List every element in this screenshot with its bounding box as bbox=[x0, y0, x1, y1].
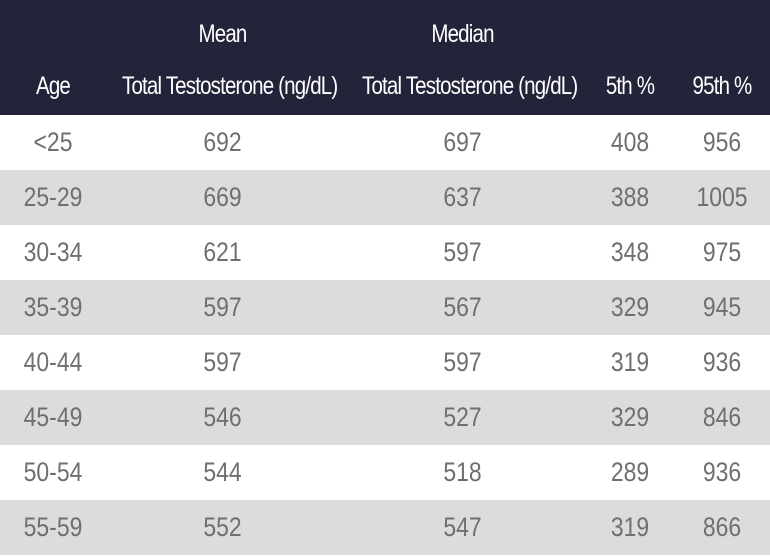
median-cell: 527 bbox=[443, 402, 482, 432]
p95-cell: 975 bbox=[702, 237, 742, 267]
header-95th-percentile: 95th % bbox=[692, 72, 753, 100]
age-cell: 25-29 bbox=[23, 182, 83, 212]
median-cell: 637 bbox=[443, 182, 482, 212]
median-cell: 518 bbox=[443, 457, 482, 487]
age-cell: 35-39 bbox=[23, 292, 83, 322]
p5-cell: 319 bbox=[610, 347, 650, 377]
p5-cell: 319 bbox=[610, 512, 650, 542]
mean-cell: 692 bbox=[203, 127, 242, 157]
header-5th-percentile: 5th % bbox=[605, 72, 655, 100]
table-row: <25 692 697 408 956 bbox=[0, 115, 770, 170]
header-age: Age bbox=[35, 72, 71, 100]
header-mean-top: Mean bbox=[198, 20, 247, 48]
table-header: Age Mean Total Testosterone (ng/dL) Medi… bbox=[0, 0, 770, 115]
p95-cell: 1005 bbox=[696, 182, 748, 212]
p95-cell: 936 bbox=[702, 347, 742, 377]
p5-cell: 289 bbox=[610, 457, 650, 487]
p5-cell: 388 bbox=[610, 182, 650, 212]
header-median-top: Median bbox=[431, 20, 494, 48]
median-cell: 597 bbox=[443, 347, 482, 377]
table-row: 25-29 669 637 388 1005 bbox=[0, 170, 770, 225]
table-row: 30-34 621 597 348 975 bbox=[0, 225, 770, 280]
table-row: 55-59 552 547 319 866 bbox=[0, 500, 770, 555]
age-cell: 45-49 bbox=[23, 402, 83, 432]
p5-cell: 329 bbox=[610, 402, 650, 432]
age-cell: 40-44 bbox=[23, 347, 83, 377]
p95-cell: 936 bbox=[702, 457, 742, 487]
p5-cell: 408 bbox=[610, 127, 650, 157]
p95-cell: 945 bbox=[702, 292, 742, 322]
table-row: 35-39 597 567 329 945 bbox=[0, 280, 770, 335]
header-mean-bottom: Total Testosterone (ng/dL) bbox=[122, 72, 338, 100]
mean-cell: 552 bbox=[203, 512, 242, 542]
mean-cell: 669 bbox=[203, 182, 242, 212]
age-cell: <25 bbox=[33, 127, 73, 157]
median-cell: 567 bbox=[443, 292, 482, 322]
table-row: 50-54 544 518 289 936 bbox=[0, 445, 770, 500]
table-row: 45-49 546 527 329 846 bbox=[0, 390, 770, 445]
p95-cell: 866 bbox=[702, 512, 742, 542]
mean-cell: 621 bbox=[203, 237, 242, 267]
p5-cell: 348 bbox=[610, 237, 650, 267]
mean-cell: 546 bbox=[203, 402, 242, 432]
table-row: 40-44 597 597 319 936 bbox=[0, 335, 770, 390]
mean-cell: 597 bbox=[203, 347, 242, 377]
age-cell: 55-59 bbox=[23, 512, 83, 542]
median-cell: 547 bbox=[443, 512, 482, 542]
median-cell: 697 bbox=[443, 127, 482, 157]
median-cell: 597 bbox=[443, 237, 482, 267]
age-cell: 50-54 bbox=[23, 457, 83, 487]
p95-cell: 846 bbox=[702, 402, 742, 432]
header-median-bottom: Total Testosterone (ng/dL) bbox=[362, 72, 578, 100]
p5-cell: 329 bbox=[610, 292, 650, 322]
age-cell: 30-34 bbox=[23, 237, 83, 267]
p95-cell: 956 bbox=[702, 127, 742, 157]
mean-cell: 597 bbox=[203, 292, 242, 322]
mean-cell: 544 bbox=[203, 457, 242, 487]
